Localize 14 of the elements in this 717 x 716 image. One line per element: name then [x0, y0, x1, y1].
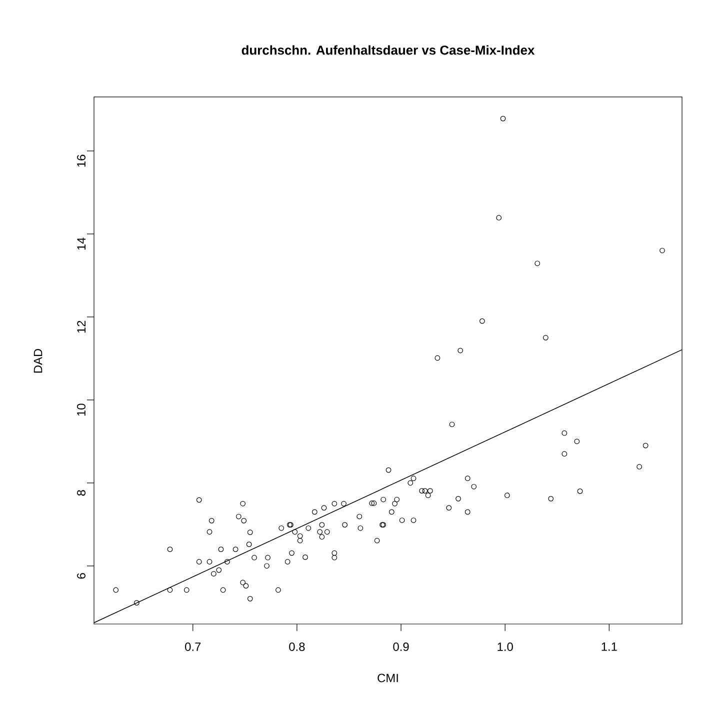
chart-title: durchschn. Aufenhaltsdauer vs Case-Mix-Index	[242, 45, 535, 55]
x-axis-title: CMI	[378, 674, 398, 682]
x-tick-label: 0.9	[393, 642, 409, 651]
x-tick-label: 0.7	[185, 642, 201, 651]
x-tick-label: 1.1	[602, 642, 617, 651]
y-axis-title: DAD	[34, 348, 42, 373]
x-tick-label: 0.8	[289, 642, 305, 651]
y-tick-label: 6	[77, 573, 86, 579]
x-tick-label: 1.0	[498, 642, 513, 651]
y-tick-label: 12	[77, 320, 86, 333]
y-tick-label: 14	[77, 238, 86, 250]
y-tick-label: 8	[77, 490, 86, 496]
y-tick-label: 10	[77, 404, 86, 416]
y-tick-label: 16	[77, 154, 86, 167]
